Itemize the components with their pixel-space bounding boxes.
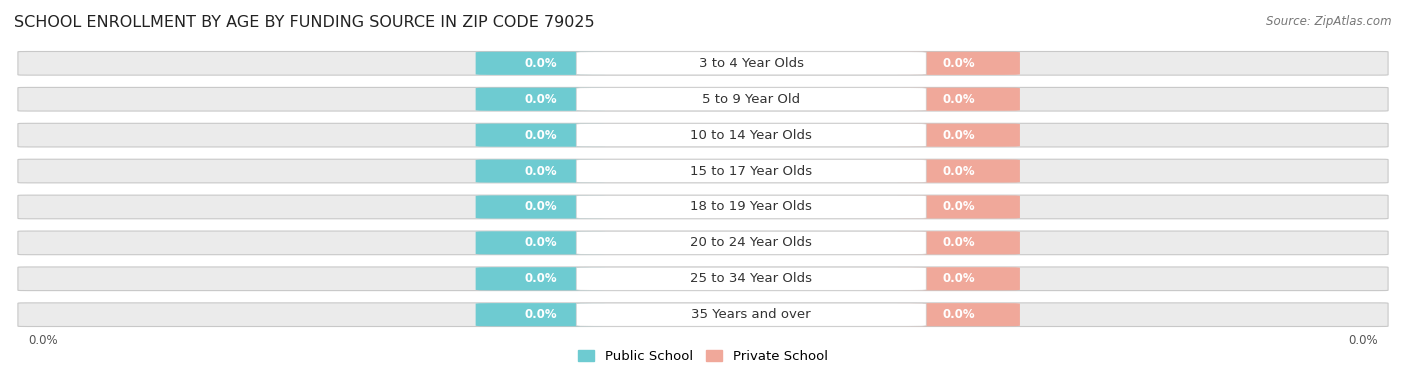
FancyBboxPatch shape (475, 124, 605, 147)
Text: 0.0%: 0.0% (942, 200, 974, 214)
Text: 0.0%: 0.0% (942, 236, 974, 249)
Text: 0.0%: 0.0% (524, 129, 557, 142)
Text: 0.0%: 0.0% (524, 57, 557, 70)
Text: Source: ZipAtlas.com: Source: ZipAtlas.com (1267, 15, 1392, 28)
Text: 0.0%: 0.0% (942, 308, 974, 321)
FancyBboxPatch shape (576, 267, 927, 290)
FancyBboxPatch shape (475, 267, 605, 290)
Legend: Public School, Private School: Public School, Private School (578, 350, 828, 363)
FancyBboxPatch shape (576, 52, 927, 75)
FancyBboxPatch shape (576, 195, 927, 218)
FancyBboxPatch shape (897, 160, 1019, 183)
Text: 35 Years and over: 35 Years and over (692, 308, 811, 321)
FancyBboxPatch shape (897, 52, 1019, 75)
Text: 0.0%: 0.0% (1348, 335, 1378, 347)
FancyBboxPatch shape (18, 87, 1388, 111)
FancyBboxPatch shape (576, 303, 927, 326)
Text: 0.0%: 0.0% (942, 164, 974, 178)
FancyBboxPatch shape (475, 88, 605, 111)
FancyBboxPatch shape (18, 303, 1388, 327)
Text: 0.0%: 0.0% (942, 57, 974, 70)
FancyBboxPatch shape (897, 124, 1019, 147)
FancyBboxPatch shape (897, 267, 1019, 290)
FancyBboxPatch shape (897, 231, 1019, 254)
Text: 15 to 17 Year Olds: 15 to 17 Year Olds (690, 164, 813, 178)
FancyBboxPatch shape (18, 231, 1388, 255)
Text: SCHOOL ENROLLMENT BY AGE BY FUNDING SOURCE IN ZIP CODE 79025: SCHOOL ENROLLMENT BY AGE BY FUNDING SOUR… (14, 15, 595, 30)
Text: 0.0%: 0.0% (942, 272, 974, 285)
FancyBboxPatch shape (897, 303, 1019, 326)
Text: 0.0%: 0.0% (942, 129, 974, 142)
FancyBboxPatch shape (18, 267, 1388, 291)
FancyBboxPatch shape (475, 160, 605, 183)
FancyBboxPatch shape (18, 159, 1388, 183)
FancyBboxPatch shape (576, 231, 927, 254)
Text: 0.0%: 0.0% (524, 200, 557, 214)
FancyBboxPatch shape (475, 195, 605, 218)
FancyBboxPatch shape (475, 52, 605, 75)
FancyBboxPatch shape (576, 88, 927, 111)
FancyBboxPatch shape (18, 195, 1388, 219)
FancyBboxPatch shape (576, 124, 927, 147)
Text: 20 to 24 Year Olds: 20 to 24 Year Olds (690, 236, 813, 249)
Text: 5 to 9 Year Old: 5 to 9 Year Old (702, 93, 800, 106)
Text: 0.0%: 0.0% (942, 93, 974, 106)
Text: 0.0%: 0.0% (524, 93, 557, 106)
FancyBboxPatch shape (576, 160, 927, 183)
Text: 18 to 19 Year Olds: 18 to 19 Year Olds (690, 200, 813, 214)
Text: 0.0%: 0.0% (524, 308, 557, 321)
FancyBboxPatch shape (18, 51, 1388, 75)
FancyBboxPatch shape (897, 88, 1019, 111)
Text: 10 to 14 Year Olds: 10 to 14 Year Olds (690, 129, 813, 142)
Text: 0.0%: 0.0% (524, 272, 557, 285)
FancyBboxPatch shape (475, 303, 605, 326)
Text: 0.0%: 0.0% (28, 335, 58, 347)
FancyBboxPatch shape (897, 195, 1019, 218)
Text: 0.0%: 0.0% (524, 164, 557, 178)
Text: 3 to 4 Year Olds: 3 to 4 Year Olds (699, 57, 804, 70)
Text: 25 to 34 Year Olds: 25 to 34 Year Olds (690, 272, 813, 285)
FancyBboxPatch shape (475, 231, 605, 254)
Text: 0.0%: 0.0% (524, 236, 557, 249)
FancyBboxPatch shape (18, 123, 1388, 147)
